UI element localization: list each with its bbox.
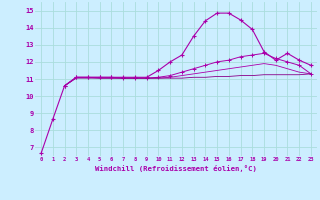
X-axis label: Windchill (Refroidissement éolien,°C): Windchill (Refroidissement éolien,°C): [95, 165, 257, 172]
